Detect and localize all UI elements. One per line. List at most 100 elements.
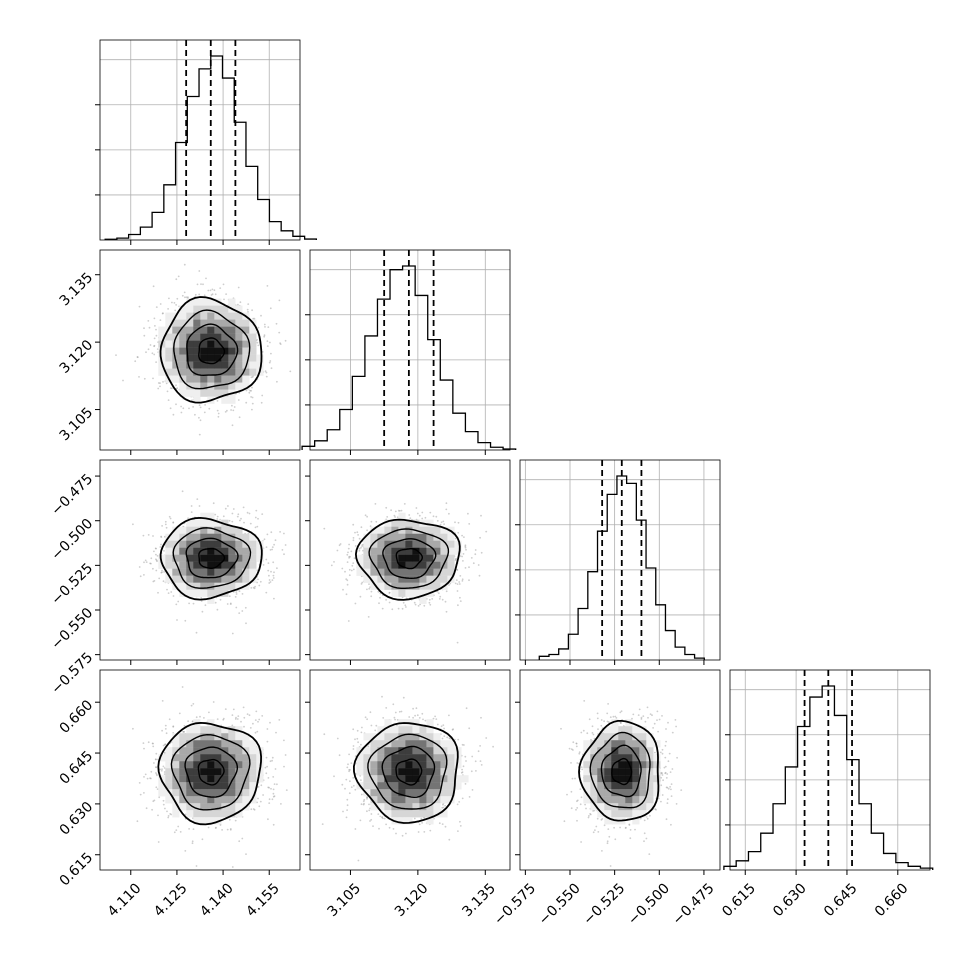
density-cell bbox=[370, 575, 378, 583]
density-cell bbox=[611, 796, 619, 804]
scatter-point bbox=[461, 555, 463, 558]
scatter-point bbox=[268, 802, 271, 804]
scatter-point bbox=[226, 603, 229, 605]
scatter-point bbox=[199, 406, 202, 409]
density-cell bbox=[200, 733, 208, 741]
density-cell bbox=[370, 568, 378, 576]
scatter-point bbox=[607, 703, 609, 705]
density-cell bbox=[653, 754, 661, 762]
density-cell bbox=[165, 747, 173, 755]
density-cell bbox=[632, 782, 640, 790]
scatter-point bbox=[368, 809, 371, 812]
density-cell bbox=[228, 298, 236, 306]
scatter-point bbox=[420, 817, 423, 820]
density-cell bbox=[193, 375, 201, 383]
density-cell bbox=[356, 747, 364, 755]
scatter-point bbox=[208, 407, 211, 410]
density-cell bbox=[363, 754, 371, 762]
scatter-point bbox=[258, 718, 261, 721]
density-cell bbox=[235, 326, 243, 334]
scatter-point bbox=[198, 416, 200, 419]
density-cell bbox=[186, 354, 194, 362]
density-cell bbox=[228, 568, 236, 576]
scatter-point bbox=[654, 751, 656, 754]
scatter-point bbox=[675, 725, 677, 728]
scatter-point bbox=[366, 529, 368, 532]
scatter-point bbox=[239, 301, 242, 304]
contour-level-2 bbox=[185, 537, 239, 579]
density-cell bbox=[186, 754, 194, 762]
scatter-point bbox=[247, 303, 250, 305]
scatter-point bbox=[405, 832, 407, 835]
scatter-point bbox=[416, 714, 419, 717]
density-cell bbox=[419, 775, 427, 783]
density-cell bbox=[604, 810, 612, 818]
density-cell bbox=[384, 526, 392, 534]
scatter-point bbox=[162, 765, 165, 768]
density-cell bbox=[186, 375, 194, 383]
scatter-point bbox=[152, 567, 154, 570]
density-cell bbox=[207, 519, 215, 527]
scatter-point bbox=[200, 597, 203, 599]
density-cell bbox=[426, 810, 434, 818]
density-cell bbox=[412, 782, 420, 790]
scatter-point bbox=[338, 754, 341, 757]
density-cell bbox=[179, 754, 187, 762]
density-cell bbox=[200, 803, 208, 811]
scatter-point bbox=[188, 828, 191, 830]
scatter-point bbox=[649, 713, 652, 715]
density-cell bbox=[207, 796, 215, 804]
scatter-point bbox=[358, 549, 361, 552]
density-cell bbox=[235, 782, 243, 790]
scatter-point bbox=[235, 716, 237, 719]
density-cell bbox=[370, 547, 378, 555]
scatter-point bbox=[276, 567, 278, 570]
y-tick-label: −0.475 bbox=[48, 471, 96, 519]
scatter-point bbox=[228, 519, 231, 522]
scatter-point bbox=[401, 834, 404, 837]
scatter-point bbox=[249, 522, 252, 525]
scatter-point bbox=[606, 720, 609, 723]
density-cell bbox=[172, 768, 180, 776]
density-cell bbox=[207, 561, 215, 569]
scatter-point bbox=[196, 498, 199, 500]
density-cell bbox=[618, 754, 626, 762]
density-cell bbox=[228, 733, 236, 741]
scatter-point bbox=[471, 789, 474, 791]
density-cell bbox=[632, 733, 640, 741]
density-cell bbox=[433, 733, 441, 741]
density-cell bbox=[235, 561, 243, 569]
density-cell bbox=[200, 575, 208, 583]
scatter-point bbox=[222, 283, 225, 286]
scatter-point bbox=[136, 356, 139, 358]
scatter-point bbox=[209, 289, 212, 292]
density-cell bbox=[193, 347, 201, 355]
scatter-point bbox=[271, 798, 274, 801]
scatter-point bbox=[352, 728, 355, 731]
density-cell bbox=[618, 810, 626, 818]
contour-level-3 bbox=[172, 527, 252, 589]
density-cell bbox=[186, 319, 194, 327]
density-cell bbox=[639, 761, 647, 769]
scatter-point bbox=[388, 826, 391, 829]
density-cell bbox=[193, 782, 201, 790]
density-cell bbox=[214, 761, 222, 769]
density-cell bbox=[412, 589, 420, 597]
scatter-point bbox=[455, 558, 457, 561]
density-cell bbox=[604, 761, 612, 769]
density-cell bbox=[186, 547, 194, 555]
density-cell bbox=[391, 589, 399, 597]
density-cell bbox=[639, 782, 647, 790]
y-tick-label: −0.525 bbox=[48, 560, 96, 608]
density-cell bbox=[653, 761, 661, 769]
density-cell bbox=[377, 733, 385, 741]
density-cell bbox=[228, 396, 236, 404]
scatter-point bbox=[269, 721, 271, 724]
density-cell bbox=[249, 326, 257, 334]
density-cell bbox=[363, 768, 371, 776]
density-cell bbox=[186, 340, 194, 348]
scatter-point bbox=[138, 305, 141, 308]
scatter-point bbox=[227, 505, 229, 507]
density-cell bbox=[200, 361, 208, 369]
scatter-point bbox=[584, 803, 586, 806]
